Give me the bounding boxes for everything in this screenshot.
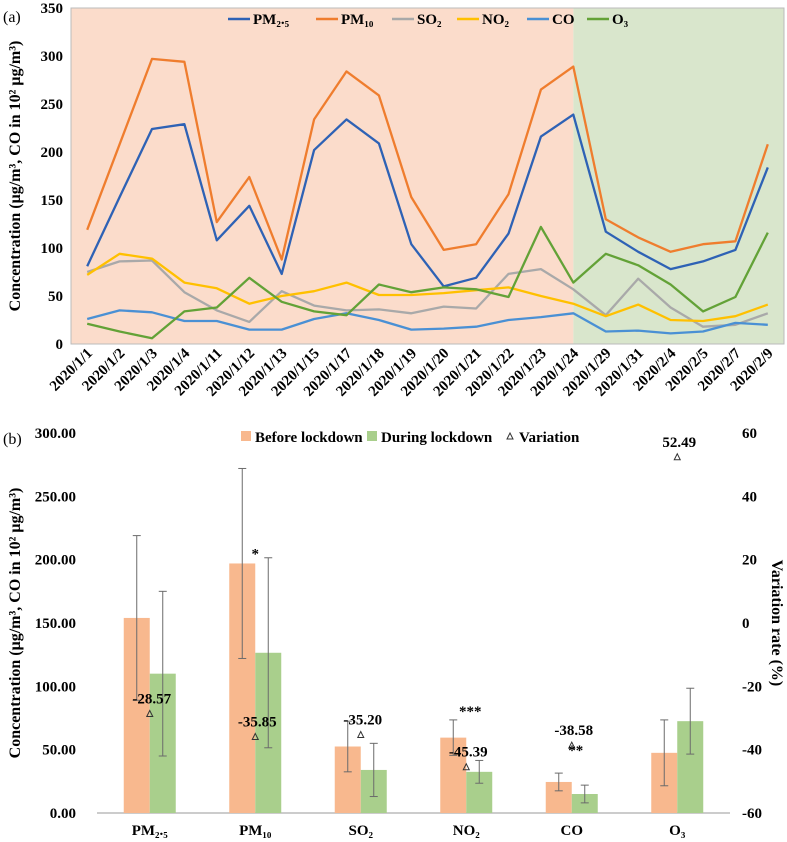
y-tick-a: 200 xyxy=(41,145,64,161)
variation-marker xyxy=(462,762,471,771)
y2-tick-b: 60 xyxy=(742,426,757,442)
legend-label: NO₂ xyxy=(482,12,510,28)
legend-label: CO xyxy=(552,12,575,28)
legend-label: Before lockdown xyxy=(255,430,363,446)
variation-marker xyxy=(145,709,154,717)
variation-label: -35.20 xyxy=(343,712,382,728)
legend-label: During lockdown xyxy=(381,430,493,446)
legend-label: PM₁₀ xyxy=(341,12,374,28)
legend-label: SO₂ xyxy=(417,12,442,28)
y-tick-a: 250 xyxy=(41,97,64,113)
variation-label: -28.57 xyxy=(132,691,171,707)
category-label: O₃ xyxy=(669,823,686,839)
legend-swatch-variation xyxy=(506,431,514,440)
panel-a-line-chart: (a) Concentration (μg/m³, CO in 10² μg/m… xyxy=(3,1,785,400)
series-line-o xyxy=(86,225,769,340)
series-line-pm xyxy=(86,113,769,288)
y-tick-a: 300 xyxy=(41,49,64,65)
series-line-no xyxy=(86,252,769,323)
y-tick-b: 200.00 xyxy=(35,553,76,569)
series-line-co xyxy=(86,309,768,335)
y-tick-b: 300.00 xyxy=(35,426,76,442)
variation-marker xyxy=(251,732,260,741)
y2-tick-b: -20 xyxy=(742,679,762,695)
legend-label: Variation xyxy=(519,430,580,446)
plot-area-a xyxy=(70,7,785,345)
category-label: CO xyxy=(561,823,584,839)
significance-marker: * xyxy=(252,546,260,562)
variation-marker xyxy=(673,452,682,461)
y2-tick-b: 20 xyxy=(742,553,757,569)
variation-marker xyxy=(567,741,576,749)
y-tick-a: 50 xyxy=(48,289,63,305)
legend-label: O₃ xyxy=(612,12,629,28)
significance-marker: ** xyxy=(568,743,583,759)
y-tick-a: 0 xyxy=(56,337,64,353)
y-tick-b: 100.00 xyxy=(35,679,76,695)
y-axis-label-a: Concentration (μg/m³, CO in 10² μg/m³) xyxy=(7,41,24,312)
series-line-so xyxy=(86,259,769,328)
y2-axis-label-b: Variation rate (%) xyxy=(768,560,785,687)
legend-swatch-before xyxy=(241,431,251,441)
y-tick-a: 100 xyxy=(41,241,64,257)
y2-tick-b: -40 xyxy=(742,743,762,759)
y-axis-label-b: Concentration (μg/m³, CO in 10² μg/m³) xyxy=(7,488,24,759)
legend-label: PM₂.₅ xyxy=(253,12,290,28)
y2-tick-b: 40 xyxy=(742,489,757,505)
y-tick-b: 50.00 xyxy=(42,743,76,759)
y2-tick-b: 0 xyxy=(742,616,750,632)
variation-label: -35.85 xyxy=(238,715,277,731)
y2-tick-b: -60 xyxy=(742,806,762,822)
category-label: NO₂ xyxy=(453,823,481,839)
y-tick-a: 350 xyxy=(41,1,64,17)
shading-during-lockdown xyxy=(573,8,784,344)
bar-during-lockdown xyxy=(571,794,598,813)
variation-label: -38.58 xyxy=(554,723,593,739)
panel-label-a: (a) xyxy=(3,9,21,26)
category-label: PM₂.₅ xyxy=(132,823,169,839)
y-tick-a: 150 xyxy=(41,193,64,209)
variation-label: -45.39 xyxy=(449,745,488,761)
panel-label-b: (b) xyxy=(3,431,22,448)
variation-marker xyxy=(356,730,365,738)
series-line-pm xyxy=(86,57,769,261)
category-label: SO₂ xyxy=(348,823,373,839)
variation-label: 52.49 xyxy=(662,435,696,451)
panel-b-bar-chart: (b) Concentration (μg/m³, CO in 10² μg/m… xyxy=(3,426,785,839)
y-tick-b: 250.00 xyxy=(35,489,76,505)
y-tick-b: 0.00 xyxy=(50,806,76,822)
legend-swatch-during xyxy=(367,431,377,441)
significance-marker: *** xyxy=(459,704,482,720)
category-label: PM₁₀ xyxy=(239,823,272,839)
y-tick-b: 150.00 xyxy=(35,616,76,632)
